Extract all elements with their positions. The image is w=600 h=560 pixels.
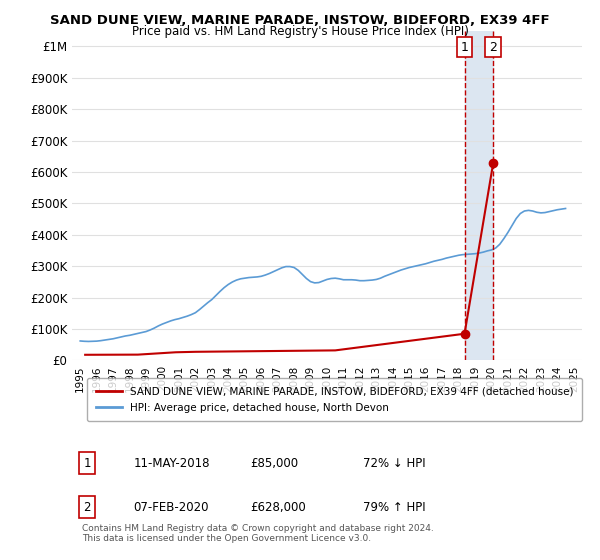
Text: Price paid vs. HM Land Registry's House Price Index (HPI): Price paid vs. HM Land Registry's House …	[131, 25, 469, 38]
Text: 2: 2	[83, 501, 91, 514]
Text: 07-FEB-2020: 07-FEB-2020	[133, 501, 209, 514]
Text: 1: 1	[461, 41, 469, 54]
Bar	[464, 31, 493, 361]
Text: Contains HM Land Registry data © Crown copyright and database right 2024.
This d: Contains HM Land Registry data © Crown c…	[82, 524, 434, 543]
Text: £628,000: £628,000	[251, 501, 306, 514]
Text: 11-MAY-2018: 11-MAY-2018	[133, 456, 210, 470]
Text: 79% ↑ HPI: 79% ↑ HPI	[362, 501, 425, 514]
Text: SAND DUNE VIEW, MARINE PARADE, INSTOW, BIDEFORD, EX39 4FF: SAND DUNE VIEW, MARINE PARADE, INSTOW, B…	[50, 14, 550, 27]
Legend: SAND DUNE VIEW, MARINE PARADE, INSTOW, BIDEFORD, EX39 4FF (detached house), HPI:: SAND DUNE VIEW, MARINE PARADE, INSTOW, B…	[88, 378, 582, 421]
Text: £85,000: £85,000	[251, 456, 299, 470]
Text: 2: 2	[489, 41, 497, 54]
Text: 1: 1	[83, 456, 91, 470]
Text: 72% ↓ HPI: 72% ↓ HPI	[362, 456, 425, 470]
